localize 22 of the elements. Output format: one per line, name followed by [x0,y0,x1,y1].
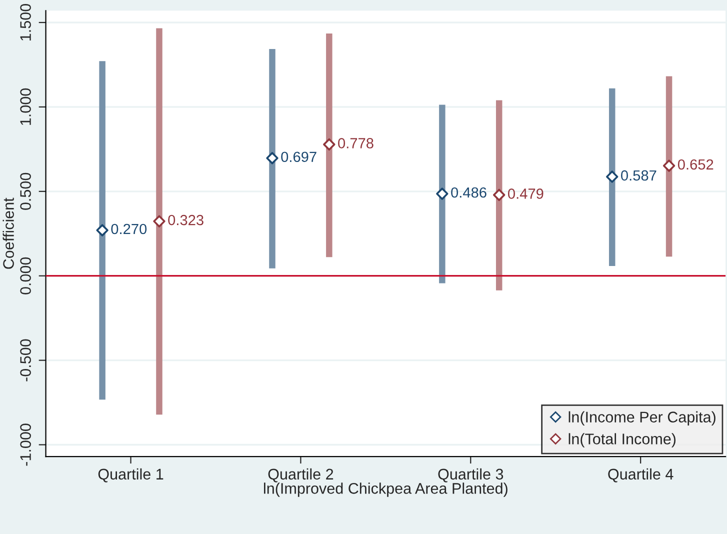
legend-label: ln(Total Income) [568,433,676,448]
y-axis-title: Coefficient [2,198,14,269]
y-tick-label: 1.500 [20,4,31,40]
data-label: 0.270 [111,224,147,234]
x-tick-label: Quartile 2 [268,468,334,482]
y-tick-label: 0.500 [20,172,31,210]
data-label: 0.778 [338,138,374,148]
data-label: 0.652 [678,159,714,170]
x-axis-title: ln(Improved Chickpea Area Planted) [264,482,508,497]
data-label: 0.479 [508,188,544,199]
y-tick-label: 1.000 [20,88,31,125]
y-tick-label: -0.500 [20,339,31,382]
x-tick-label: Quartile 1 [98,468,164,482]
data-label: 0.323 [168,214,204,226]
data-label: 0.486 [451,187,486,198]
y-tick-label: 0.000 [20,257,31,294]
y-tick-label: -1.000 [20,424,31,466]
x-tick-label: Quartile 3 [438,468,504,482]
data-label: 0.697 [281,152,316,162]
data-label: 0.587 [621,170,656,181]
x-tick-label: Quartile 4 [608,468,674,482]
legend-label: ln(Income Per Capita) [568,411,716,426]
